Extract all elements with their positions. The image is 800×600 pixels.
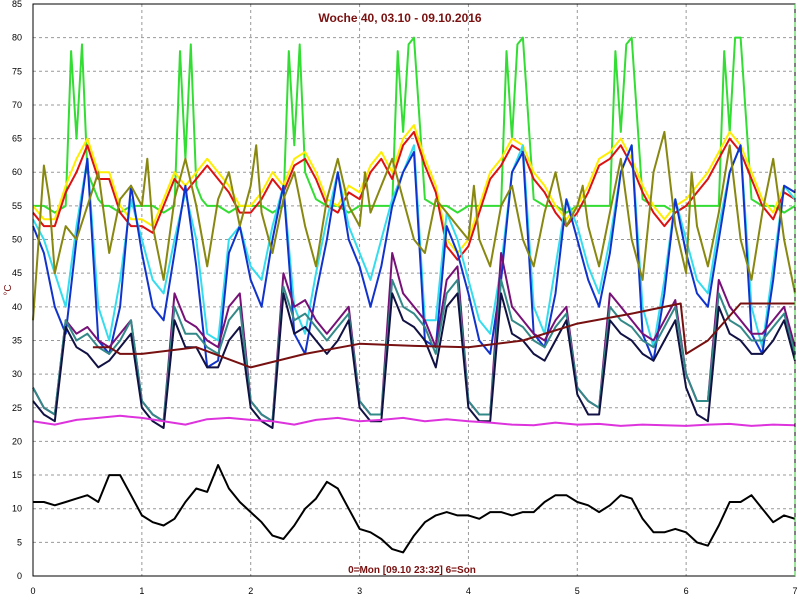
y-tick-label: 40 xyxy=(12,302,22,312)
x-axis-label: 0=Mon [09.10 23:32] 6=Son xyxy=(348,565,476,576)
x-tick-label: 7 xyxy=(792,586,797,596)
y-tick-label: 85 xyxy=(12,0,22,9)
series-line-12 xyxy=(33,464,796,554)
y-tick-label: 55 xyxy=(12,201,22,211)
series-line-9 xyxy=(32,292,796,429)
chart-title: Woche 40, 03.10 - 09.10.2016 xyxy=(318,11,482,25)
y-tick-label: 25 xyxy=(12,403,22,413)
x-tick-label: 2 xyxy=(248,586,253,596)
x-tick-label: 6 xyxy=(684,586,689,596)
series-line-8 xyxy=(32,278,796,423)
series-line-4 xyxy=(32,144,796,349)
x-tick-label: 0 xyxy=(30,586,35,596)
series-line-6 xyxy=(32,130,796,321)
series-lines xyxy=(32,36,796,554)
y-tick-label: 0 xyxy=(17,571,22,581)
x-tick-labels: 0 1 2 3 4 5 6 7 xyxy=(30,586,797,596)
series-line-11 xyxy=(32,414,796,427)
series-line-10 xyxy=(92,302,795,369)
x-tick-label: 1 xyxy=(139,586,144,596)
plot-frame xyxy=(32,3,796,577)
y-tick-labels: 0 5 10 15 20 25 30 35 40 45 50 55 60 65 70 75 80 85 xyxy=(12,0,22,581)
x-tick-label: 4 xyxy=(466,586,471,596)
series-line-3 xyxy=(32,130,796,261)
y-tick-label: 45 xyxy=(12,268,22,278)
series-line-2 xyxy=(32,124,796,254)
y-tick-label: 10 xyxy=(12,504,22,514)
y-tick-label: 50 xyxy=(12,235,22,245)
x-tick-label: 5 xyxy=(575,586,580,596)
y-tick-label: 70 xyxy=(12,100,22,110)
series-line-5 xyxy=(32,144,796,369)
y-tick-label: 35 xyxy=(12,335,22,345)
y-tick-label: 5 xyxy=(17,537,22,547)
y-tick-label: 20 xyxy=(12,436,22,446)
y-tick-label: 30 xyxy=(12,369,22,379)
y-tick-label: 80 xyxy=(12,33,22,43)
series-line-1 xyxy=(33,36,796,214)
y-axis-label: °C xyxy=(3,284,14,295)
y-tick-label: 75 xyxy=(12,66,22,76)
x-tick-label: 3 xyxy=(357,586,362,596)
y-tick-label: 60 xyxy=(12,167,22,177)
y-tick-label: 15 xyxy=(12,470,22,480)
y-tick-label: 65 xyxy=(12,134,22,144)
